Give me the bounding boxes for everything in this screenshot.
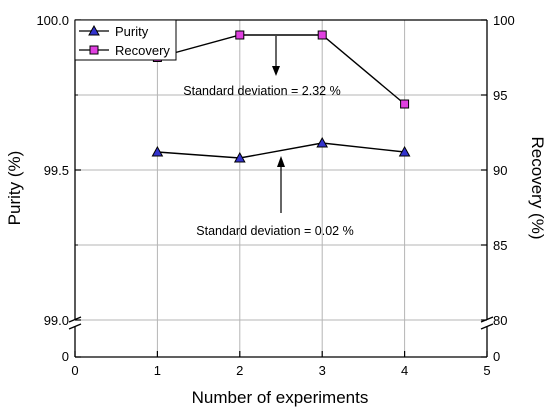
legend-square-icon [89,45,99,55]
series-line-purity [157,142,405,159]
annotation-purity: Standard deviation = 0.02 % [196,224,353,238]
x-tick-label: 1 [154,363,161,378]
annotation-arrowhead-recovery [272,66,280,76]
y-right-break-label: 0 [493,349,500,364]
legend-triangle-icon [88,24,100,36]
x-tick-label: 0 [71,363,78,378]
legend-label-recovery: Recovery [115,43,170,58]
purity-point [233,151,246,163]
recovery-point [235,30,245,40]
x-tick-label: 5 [483,363,490,378]
annotation-recovery: Standard deviation = 2.32 % [183,84,340,98]
y-left-break-label: 0 [62,349,69,364]
series-line-recovery [157,34,406,105]
annotation-arrowhead-purity [277,156,285,167]
annotations: Standard deviation = 2.32 % Standard devi… [183,36,354,238]
y-right-tick-label: 90 [493,163,507,178]
y-right-tick-label: 85 [493,238,507,253]
purity-point [398,145,411,157]
recovery-point [400,99,410,109]
x-tick-label: 2 [236,363,243,378]
x-axis-label: Number of experiments [192,388,369,407]
y-axis-label-left: Purity (%) [5,151,24,226]
purity-point [316,136,329,148]
legend: Purity Recovery [74,19,177,61]
y-left-tick-label: 99.0 [44,313,69,328]
recovery-point [317,30,327,40]
right-axis-break [480,323,494,330]
y-left-tick-label: 100.0 [36,13,69,28]
y-right-tick-label: 80 [493,313,507,328]
y-right-tick-label: 95 [493,88,507,103]
x-tick-label: 3 [319,363,326,378]
purity-point [151,145,164,157]
y-axis-label-right: Recovery (%) [528,137,547,240]
y-left-tick-label: 99.5 [44,163,69,178]
x-tick-label: 4 [401,363,408,378]
legend-label-purity: Purity [115,24,149,39]
y-right-tick-label: 100 [493,13,515,28]
left-axis-break [68,323,82,330]
